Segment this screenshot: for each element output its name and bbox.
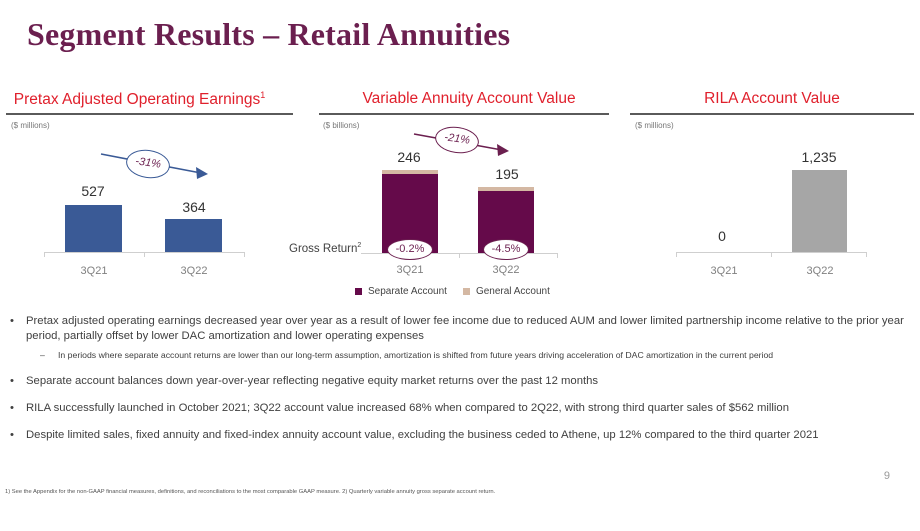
bar-3q22 (165, 219, 222, 252)
slide-title: Segment Results – Retail Annuities (27, 16, 511, 52)
gross-return-label: Gross Return2 (289, 242, 362, 255)
category-label: 3Q21 (80, 265, 108, 277)
page-number: 9 (883, 470, 890, 482)
unit-label: ($ millions) (635, 121, 674, 130)
gross-return-badge: -4.5% (483, 239, 529, 260)
chart-legend: Separate Account General Account (355, 286, 550, 297)
sub-bullet-item: – In periods where separate account retu… (40, 350, 774, 360)
bullet-item: • Pretax adjusted operating earnings dec… (10, 315, 904, 342)
bar-3q21-general (382, 170, 438, 174)
bullet-item: • Separate account balances down year-ov… (10, 375, 599, 387)
legend-swatch-separate (355, 288, 362, 295)
panel-divider (319, 113, 609, 115)
bullet-item: • Despite limited sales, fixed annuity a… (10, 429, 819, 441)
bar-3q21 (65, 205, 122, 252)
bar-value: 527 (81, 183, 105, 199)
unit-label: ($ billions) (323, 121, 360, 130)
commentary-bullets: • Pretax adjusted operating earnings dec… (8, 314, 914, 443)
bar-3q22 (792, 170, 847, 252)
category-label: 3Q21 (710, 265, 738, 277)
rila-title: RILA Account Value (704, 90, 840, 107)
earnings-title: Pretax Adjusted Operating Earnings1 (13, 90, 266, 109)
legend-label: Separate Account (368, 286, 447, 297)
va-panel: Variable Annuity Account Value ($ billio… (289, 86, 609, 306)
panel-divider (6, 113, 293, 115)
category-label: 3Q22 (806, 265, 834, 277)
legend-label: General Account (475, 286, 550, 297)
bullet-item: • RILA successfully launched in October … (10, 402, 789, 414)
earnings-panel: Pretax Adjusted Operating Earnings1 ($ m… (6, 86, 293, 306)
category-label: 3Q22 (492, 264, 520, 276)
unit-label: ($ millions) (11, 121, 50, 130)
bar-value: 246 (397, 149, 421, 165)
gross-return-badge: -0.2% (387, 239, 433, 260)
rila-panel: RILA Account Value ($ millions) 0 1,235 … (630, 86, 914, 306)
bar-value: 0 (718, 228, 726, 244)
category-label: 3Q22 (180, 265, 208, 277)
bar-value: 364 (182, 199, 206, 215)
bar-3q22-general (478, 187, 534, 191)
va-title: Variable Annuity Account Value (362, 90, 576, 107)
legend-swatch-general (462, 288, 470, 295)
bar-value: 195 (495, 166, 519, 182)
bar-value: 1,235 (801, 149, 837, 165)
panel-divider (630, 113, 914, 115)
footnote: 1) See the Appendix for the non-GAAP fin… (5, 489, 496, 495)
category-label: 3Q21 (396, 264, 424, 276)
